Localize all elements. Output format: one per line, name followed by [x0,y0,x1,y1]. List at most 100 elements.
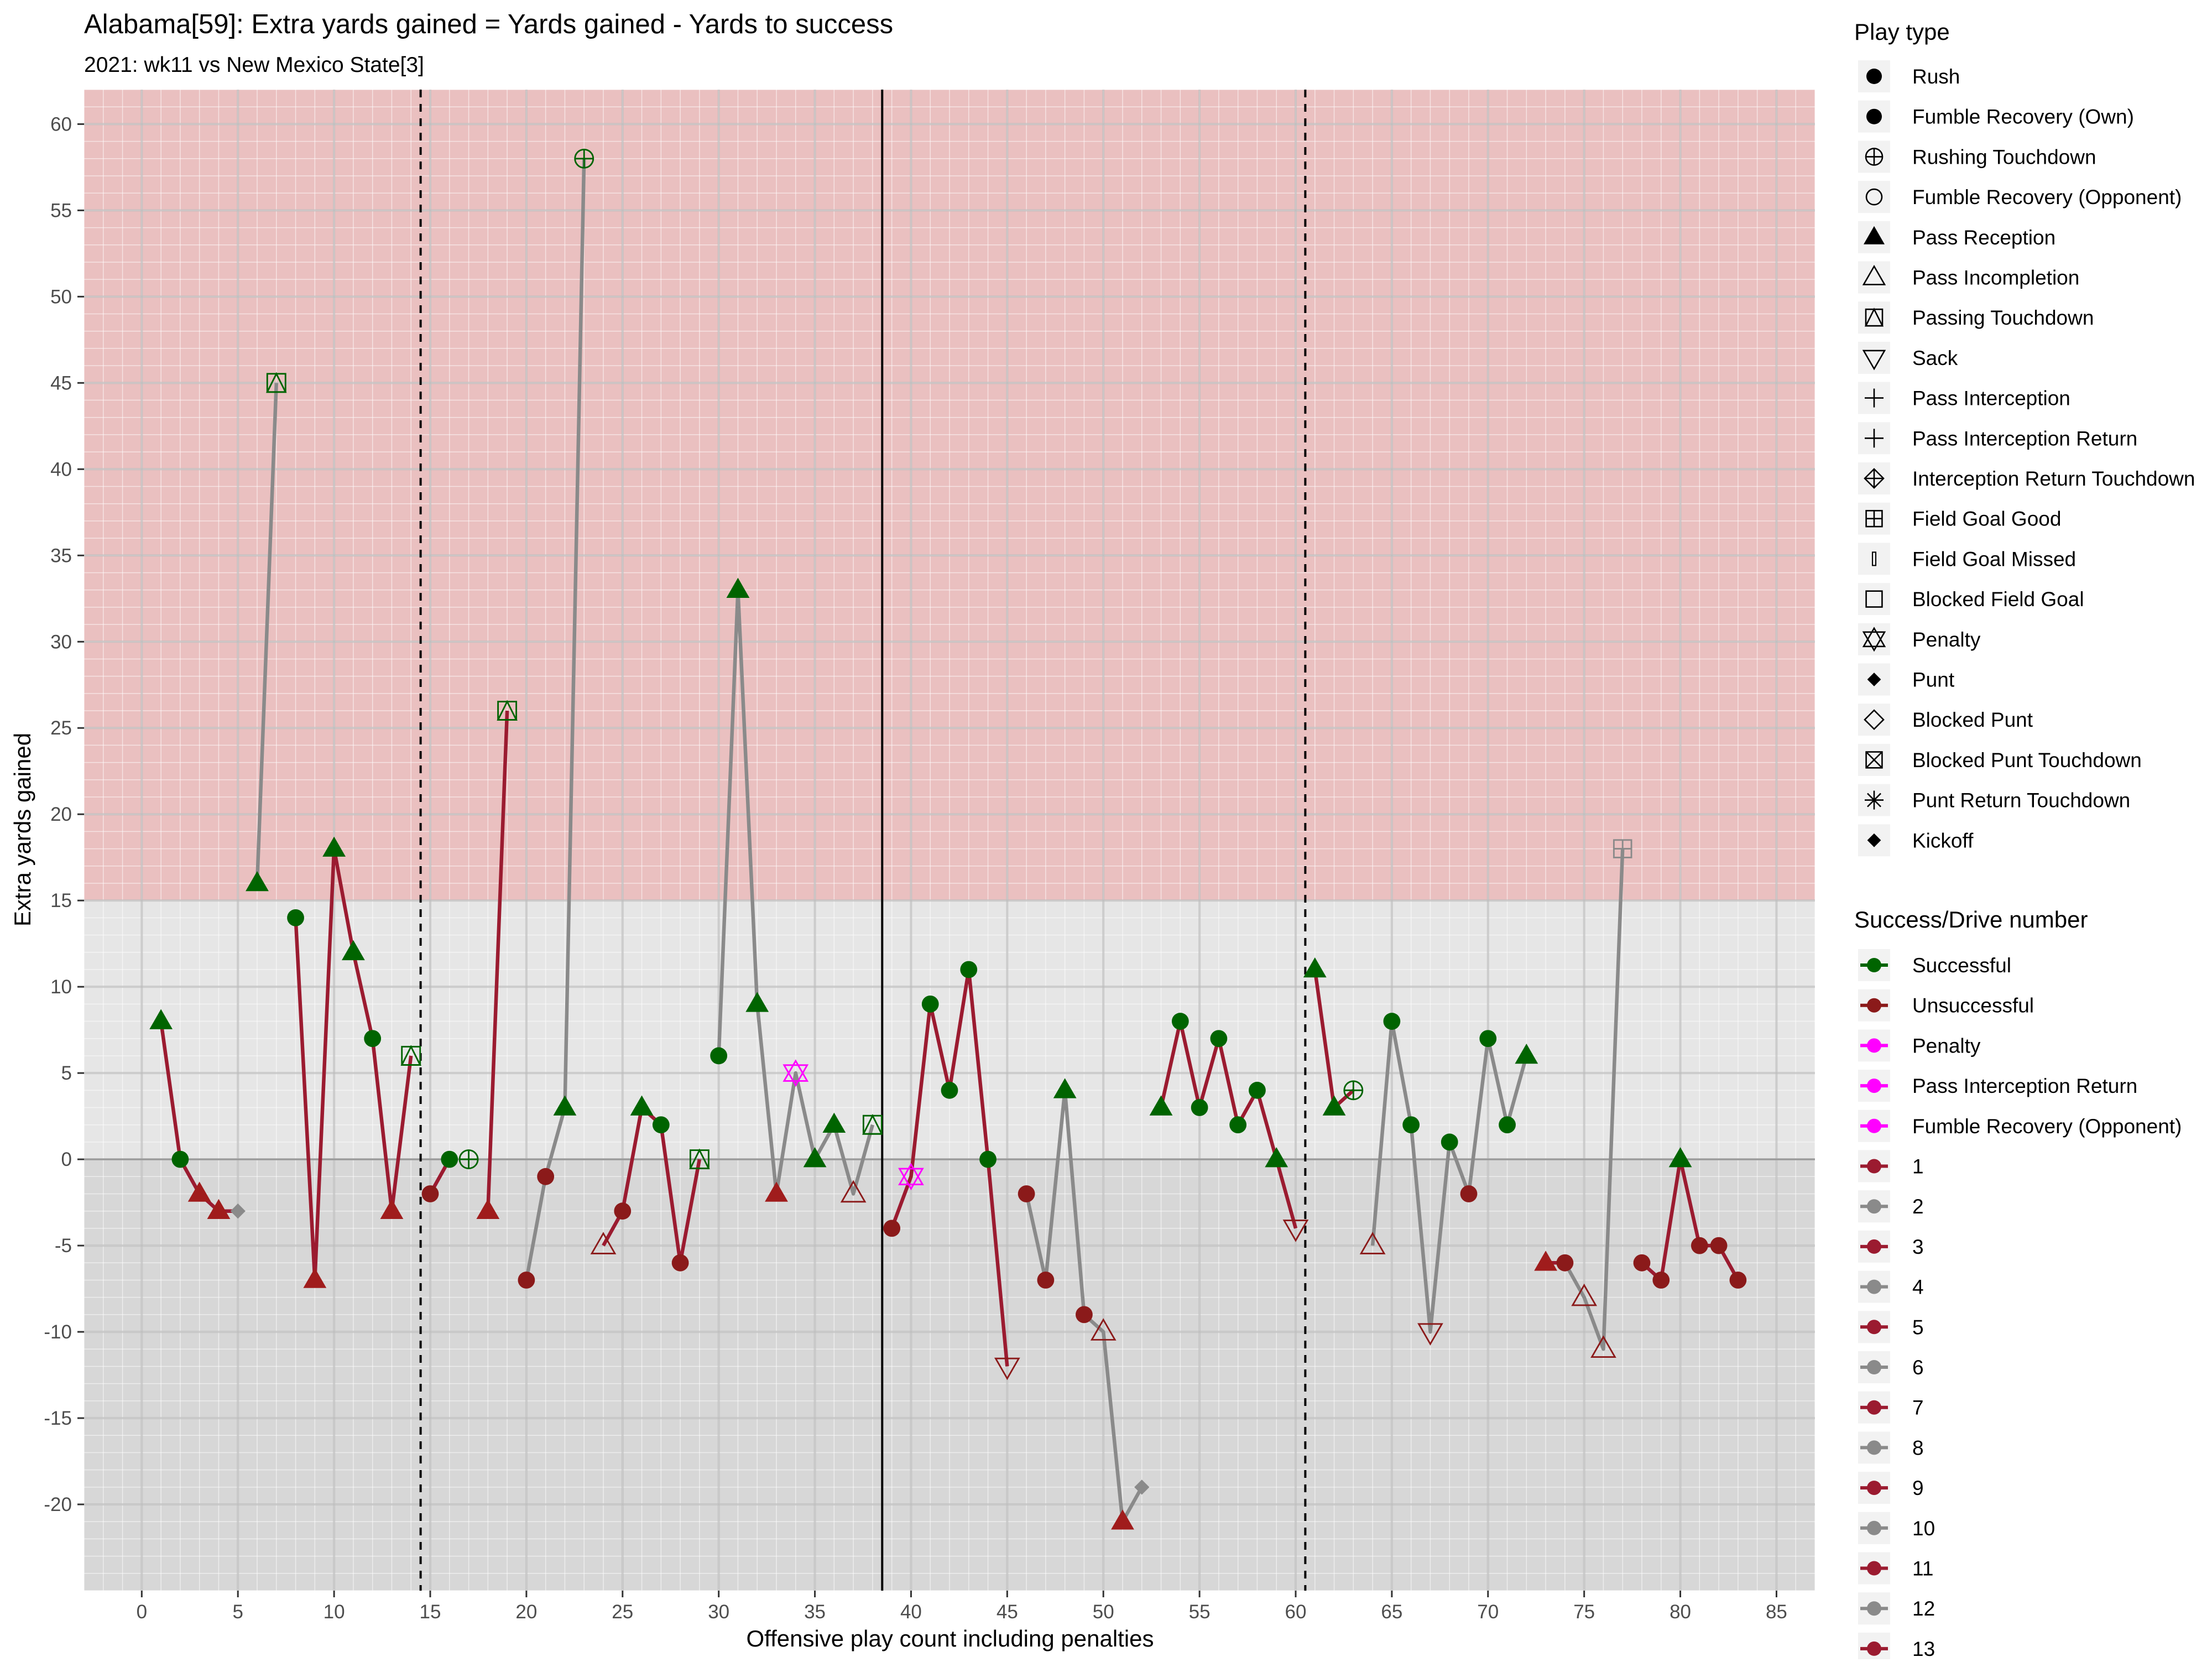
data-point-5 [230,1203,246,1219]
legend-key-symbol [1865,751,1883,769]
data-point-marker [171,1150,189,1168]
data-point-34 [782,1059,809,1087]
data-point-75 [1571,1283,1598,1306]
data-point-83 [1729,1272,1747,1289]
legend-play-type-item: Rush [1858,60,1960,92]
data-point-38 [862,1114,883,1135]
data-point-58 [1249,1081,1266,1099]
y-tick-label: 50 [50,286,72,308]
data-point-53 [1149,1095,1173,1116]
legend-key-symbol [1862,631,1886,652]
legend-key-dot [1867,1279,1881,1294]
drive-line-10 [717,588,875,1196]
data-point-marker [1633,1254,1651,1272]
legend-play-type-label: Pass Interception [1912,387,2070,410]
legend-success-item: 9 [1858,1472,1924,1504]
data-point-marker [822,1112,846,1133]
legend-key-symbol [1864,226,1885,244]
legend-success-label: Penalty [1912,1034,1981,1057]
legend-play-type-item: Pass Reception [1858,221,2056,253]
drive-line-7 [486,710,509,1211]
legend-play-type-item: Pass Interception Return [1858,422,2137,455]
data-point-marker [671,1254,689,1272]
legend-play-type-item: Fumble Recovery (Opponent) [1858,181,2182,213]
x-tick-label: 15 [420,1601,441,1623]
legend-play-type-label: Passing Touchdown [1912,306,2094,329]
legend-key-symbol [1867,673,1881,686]
data-point-marker [1499,1116,1516,1134]
data-point-23 [574,148,594,169]
legend-key-dot [1867,1561,1881,1576]
y-tick-label: 45 [50,372,72,394]
legend-success-label: 1 [1912,1155,1924,1178]
data-point-50 [1090,1318,1117,1341]
data-point-marker [1191,1099,1208,1116]
legend-success-item: 3 [1858,1230,1924,1263]
legend-key-dot [1867,1159,1881,1174]
legend-key-dot [1867,1601,1881,1616]
legend-play-type-label: Blocked Field Goal [1912,588,2084,611]
x-tick-label: 70 [1477,1601,1499,1623]
data-point-marker [537,1168,555,1185]
legend-success-title: Success/Drive number [1854,906,2088,932]
data-point-64 [1359,1232,1386,1254]
legend-play-type-item: Blocked Field Goal [1858,583,2084,616]
data-point-marker [303,1268,327,1288]
data-point-71 [1499,1116,1516,1134]
legend-success-item: Fumble Recovery (Opponent) [1858,1109,2182,1142]
data-point-marker [1556,1254,1574,1272]
data-point-marker [553,1095,577,1116]
y-tick-label: 10 [50,976,72,998]
data-point-77 [1613,839,1632,858]
legend-play-type-title: Play type [1854,19,1950,45]
legend-play-type-item: Sack [1858,341,1958,374]
data-point-32 [745,992,769,1012]
legend-play-type-label: Fumble Recovery (Own) [1912,106,2134,128]
legend-key-symbol [1865,590,1883,608]
legend-success-item: 1 [1858,1150,1924,1182]
legend-success-label: 11 [1912,1557,1933,1580]
data-point-marker [1134,1479,1150,1495]
data-point-marker [287,909,304,926]
data-point-marker [614,1202,632,1220]
data-point-marker [840,1180,867,1203]
data-point-33 [765,1181,788,1202]
legend-success-item: 8 [1858,1431,1924,1464]
data-point-marker [1282,1220,1309,1242]
data-point-62 [1322,1095,1346,1116]
x-axis-label: Offensive play count including penalties [746,1625,1154,1651]
data-point-46 [1018,1185,1035,1202]
legend-success-item: 2 [1858,1190,1924,1223]
data-point-marker [322,836,346,857]
legend-success-label: 5 [1912,1316,1924,1338]
data-point-marker [1090,1318,1117,1341]
legend-key-symbol [1862,627,1886,648]
data-point-55 [1191,1099,1208,1116]
x-tick-label: 10 [324,1601,345,1623]
data-point-marker [994,1357,1020,1380]
legend-key-symbol [1871,551,1877,566]
data-point-marker [230,1203,246,1219]
data-point-11 [341,940,365,961]
legend-play-type-label: Sack [1912,347,1958,369]
data-point-68 [1441,1133,1458,1151]
legend-key-dot [1867,1520,1881,1535]
y-tick-label: -5 [55,1235,72,1257]
data-point-marker [187,1181,211,1202]
legend-success-label: 3 [1912,1236,1924,1258]
legend-play-type-label: Pass Interception Return [1912,427,2137,450]
legend-success-label: Fumble Recovery (Opponent) [1912,1115,2182,1138]
chart-subtitle: 2021: wk11 vs New Mexico State[3] [84,53,424,77]
data-point-59 [1265,1147,1288,1168]
data-point-marker [765,1181,788,1202]
data-point-26 [630,1095,654,1116]
data-point-marker [1383,1013,1401,1030]
legend-play-type-label: Punt Return Touchdown [1912,789,2130,812]
x-tick-label: 30 [708,1601,729,1623]
data-point-65 [1383,1013,1401,1030]
data-point-marker [1111,1509,1134,1530]
data-point-marker [1460,1185,1478,1202]
legend-success-label: 2 [1912,1195,1924,1218]
data-point-marker [497,700,518,721]
